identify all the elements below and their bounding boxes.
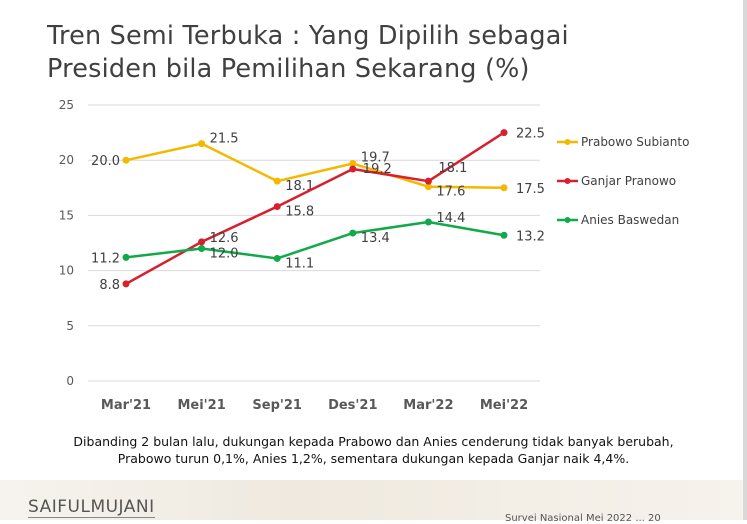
data-label: 18.1 — [285, 179, 314, 194]
legend-label: Anies Baswedan — [581, 213, 679, 227]
data-point-marker — [273, 177, 281, 185]
data-point-marker — [349, 160, 357, 168]
data-point-marker — [500, 184, 508, 192]
legend: Prabowo Subianto Ganjar Pranowo Anies Basw… — [557, 135, 689, 227]
series-ganjar-pranowo: 8.8 12.6 15.8 19.2 18.1 22.5 — [99, 127, 545, 293]
y-tick-label: 0 — [66, 374, 74, 388]
data-point-marker — [198, 238, 206, 246]
x-axis-ticks: Mar'21 Mei'21 Sep'21 Des'21 Mar'22 Mei'22 — [101, 398, 528, 413]
data-point-marker — [273, 203, 281, 211]
legend-marker-icon — [564, 139, 571, 145]
data-label: 19.7 — [361, 151, 390, 166]
series-line — [125, 220, 505, 260]
data-label: 15.8 — [285, 205, 314, 220]
data-point-marker — [122, 253, 130, 261]
page-title: Tren Semi Terbuka : Yang Dipilih sebagai… — [47, 20, 713, 86]
y-tick-label: 5 — [66, 319, 74, 333]
data-point-marker — [198, 245, 206, 253]
data-label: 21.5 — [210, 132, 239, 147]
data-point-marker — [500, 231, 508, 239]
data-point-marker — [198, 140, 206, 148]
title-line-1: Tren Semi Terbuka : Yang Dipilih sebagai — [47, 21, 569, 51]
series-prabowo-subianto: 20.0 21.5 18.1 19.7 17.6 17.5 — [91, 132, 545, 200]
series-lines: 20.0 21.5 18.1 19.7 17.6 17.5 8.8 12.6 15.8 19.2 1… — [91, 127, 545, 293]
footer-band — [0, 480, 743, 520]
data-point-marker — [424, 177, 432, 185]
data-label: 13.2 — [516, 229, 545, 244]
legend-label: Prabowo Subianto — [581, 135, 689, 149]
data-label: 11.1 — [285, 256, 314, 271]
data-label: 13.4 — [361, 231, 390, 246]
x-tick-label: Des'21 — [328, 398, 377, 413]
y-axis-ticks: 0 5 10 15 20 25 — [59, 98, 74, 388]
series-anies-baswedan: 11.2 12.0 11.1 13.4 14.4 13.2 — [91, 211, 545, 271]
data-label: 12.0 — [210, 247, 239, 262]
data-point-marker — [122, 156, 130, 164]
data-point-marker — [349, 165, 357, 173]
x-tick-label: Mei'22 — [480, 398, 528, 413]
legend-item: Prabowo Subianto — [557, 135, 689, 149]
legend-item: Anies Baswedan — [557, 213, 679, 227]
data-point-marker — [349, 229, 357, 237]
data-label: 8.8 — [99, 278, 120, 293]
source-note: Survei Nasional Mei 2022 ... 20 — [505, 513, 661, 524]
y-tick-label: 15 — [59, 208, 74, 222]
data-label: 22.5 — [516, 127, 545, 142]
x-tick-label: Sep'21 — [252, 398, 302, 413]
x-tick-label: Mei'21 — [177, 398, 225, 413]
legend-label: Ganjar Pranowo — [581, 174, 676, 188]
title-line-2: Presiden bila Pemilihan Sekarang (%) — [47, 54, 530, 84]
data-point-marker — [122, 280, 130, 288]
legend-marker-icon — [564, 178, 571, 184]
y-tick-label: 20 — [59, 153, 74, 167]
data-label: 12.6 — [210, 231, 239, 246]
data-label: 19.2 — [363, 162, 392, 177]
data-point-marker — [273, 254, 281, 262]
data-label: 20.0 — [91, 154, 120, 169]
legend-marker-icon — [564, 217, 571, 223]
y-tick-label: 10 — [59, 264, 74, 278]
caption-line-2: Prabowo turun 0,1%, Anies 1,2%, sementar… — [117, 451, 630, 466]
data-point-marker — [424, 183, 432, 191]
caption-line-1: Dibanding 2 bulan lalu, dukungan kepada … — [73, 434, 674, 449]
series-line — [125, 131, 505, 285]
chart-caption: Dibanding 2 bulan lalu, dukungan kepada … — [0, 433, 747, 467]
y-tick-label: 25 — [59, 98, 74, 112]
series-line — [125, 142, 505, 190]
data-label: 14.4 — [436, 211, 465, 226]
brand-logo: SAIFULMUJANI — [28, 497, 155, 518]
legend-item: Ganjar Pranowo — [557, 174, 676, 188]
data-label: 17.5 — [516, 182, 545, 197]
data-point-marker — [500, 129, 508, 137]
data-point-marker — [424, 218, 432, 226]
x-tick-label: Mar'22 — [403, 398, 453, 413]
x-tick-label: Mar'21 — [101, 398, 151, 413]
data-label: 18.1 — [438, 161, 467, 176]
data-label: 11.2 — [91, 251, 120, 266]
data-label: 17.6 — [436, 185, 465, 200]
gridlines — [88, 104, 540, 382]
